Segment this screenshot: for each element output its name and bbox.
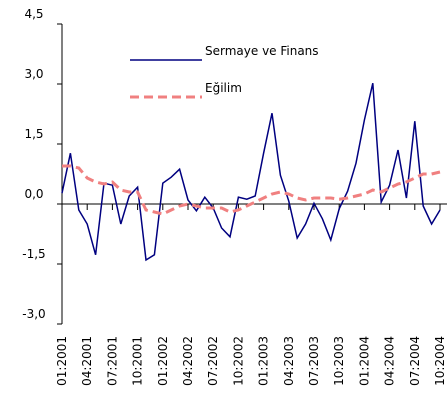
x-tick-label: 04:2002 [181,336,195,386]
x-tick-label: 07:2001 [105,336,119,386]
x-tick-label: 01:2002 [156,336,170,386]
x-tick-label: 10:2001 [131,336,145,386]
legend-label: Sermaye ve Finans [205,44,319,58]
y-tick-label: 1,5 [24,127,43,141]
x-tick-label: 01:2004 [357,336,371,386]
series-line [62,164,441,216]
x-tick-label: 04:2004 [383,336,397,386]
y-tick-label: 3,0 [24,67,43,81]
x-tick-label: 04:2001 [80,336,94,386]
x-tick-label: 07:2003 [307,336,321,386]
x-tick-label: 10:2004 [433,336,447,386]
y-tick-label: -3,0 [22,307,45,321]
x-tick-label: 07:2002 [206,336,220,386]
x-tick-label: 10:2002 [231,336,245,386]
legend-label: Eğilim [205,81,242,95]
y-tick-label: 4,5 [24,7,43,21]
x-tick-label: 01:2003 [257,336,271,386]
series-line [61,83,441,262]
x-tick-label: 01:2001 [55,336,69,386]
y-tick-label: -1,5 [22,247,45,261]
y-tick-label: 0,0 [24,187,43,201]
x-tick-label: 07:2004 [408,336,422,386]
x-tick-label: 10:2003 [332,336,346,386]
x-tick-label: 04:2003 [282,336,296,386]
